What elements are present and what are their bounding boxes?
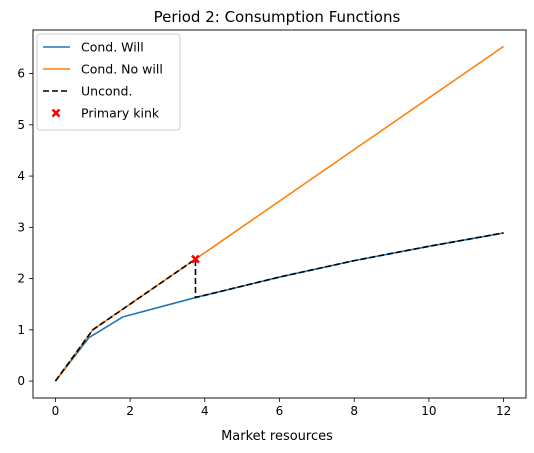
legend: Cond. Will Cond. No will Uncond. Primary ki… <box>36 33 181 131</box>
x-tick-label: 12 <box>496 404 511 418</box>
legend-entry-cond-no-will: Cond. No will <box>43 62 163 77</box>
chart-title: Period 2: Consumption Functions <box>154 8 401 26</box>
legend-label: Uncond. <box>81 84 132 99</box>
cond-will-line <box>54 232 504 382</box>
x-tick-label: 8 <box>350 404 358 418</box>
y-tick-label: 0 <box>17 374 25 388</box>
x-tick-label: 10 <box>421 404 436 418</box>
x-axis-label: Market resources <box>221 429 333 444</box>
y-tick-label: 5 <box>17 118 25 132</box>
x-tick-label: 6 <box>276 404 284 418</box>
y-tick-label: 1 <box>17 323 25 337</box>
legend-label: Cond. Will <box>81 40 144 55</box>
legend-entry-uncond: Uncond. <box>43 84 132 99</box>
legend-entry-primary-kink: Primary kink <box>51 106 160 121</box>
y-tick-label: 2 <box>17 272 25 286</box>
x-tick-label: 2 <box>126 404 134 418</box>
legend-label: Primary kink <box>81 106 160 121</box>
plot-area <box>54 45 505 382</box>
legend-label: Cond. No will <box>81 62 163 77</box>
uncond-line <box>54 232 504 382</box>
y-tick-label: 3 <box>17 220 25 234</box>
x-tick-label: 0 <box>52 404 60 418</box>
y-tick-label: 4 <box>17 169 25 183</box>
primary-kink-marker <box>191 254 200 264</box>
x-tick-label: 4 <box>201 404 209 418</box>
legend-box <box>36 33 181 131</box>
legend-entry-cond-will: Cond. Will <box>43 40 144 55</box>
y-tick-label: 6 <box>17 67 25 81</box>
